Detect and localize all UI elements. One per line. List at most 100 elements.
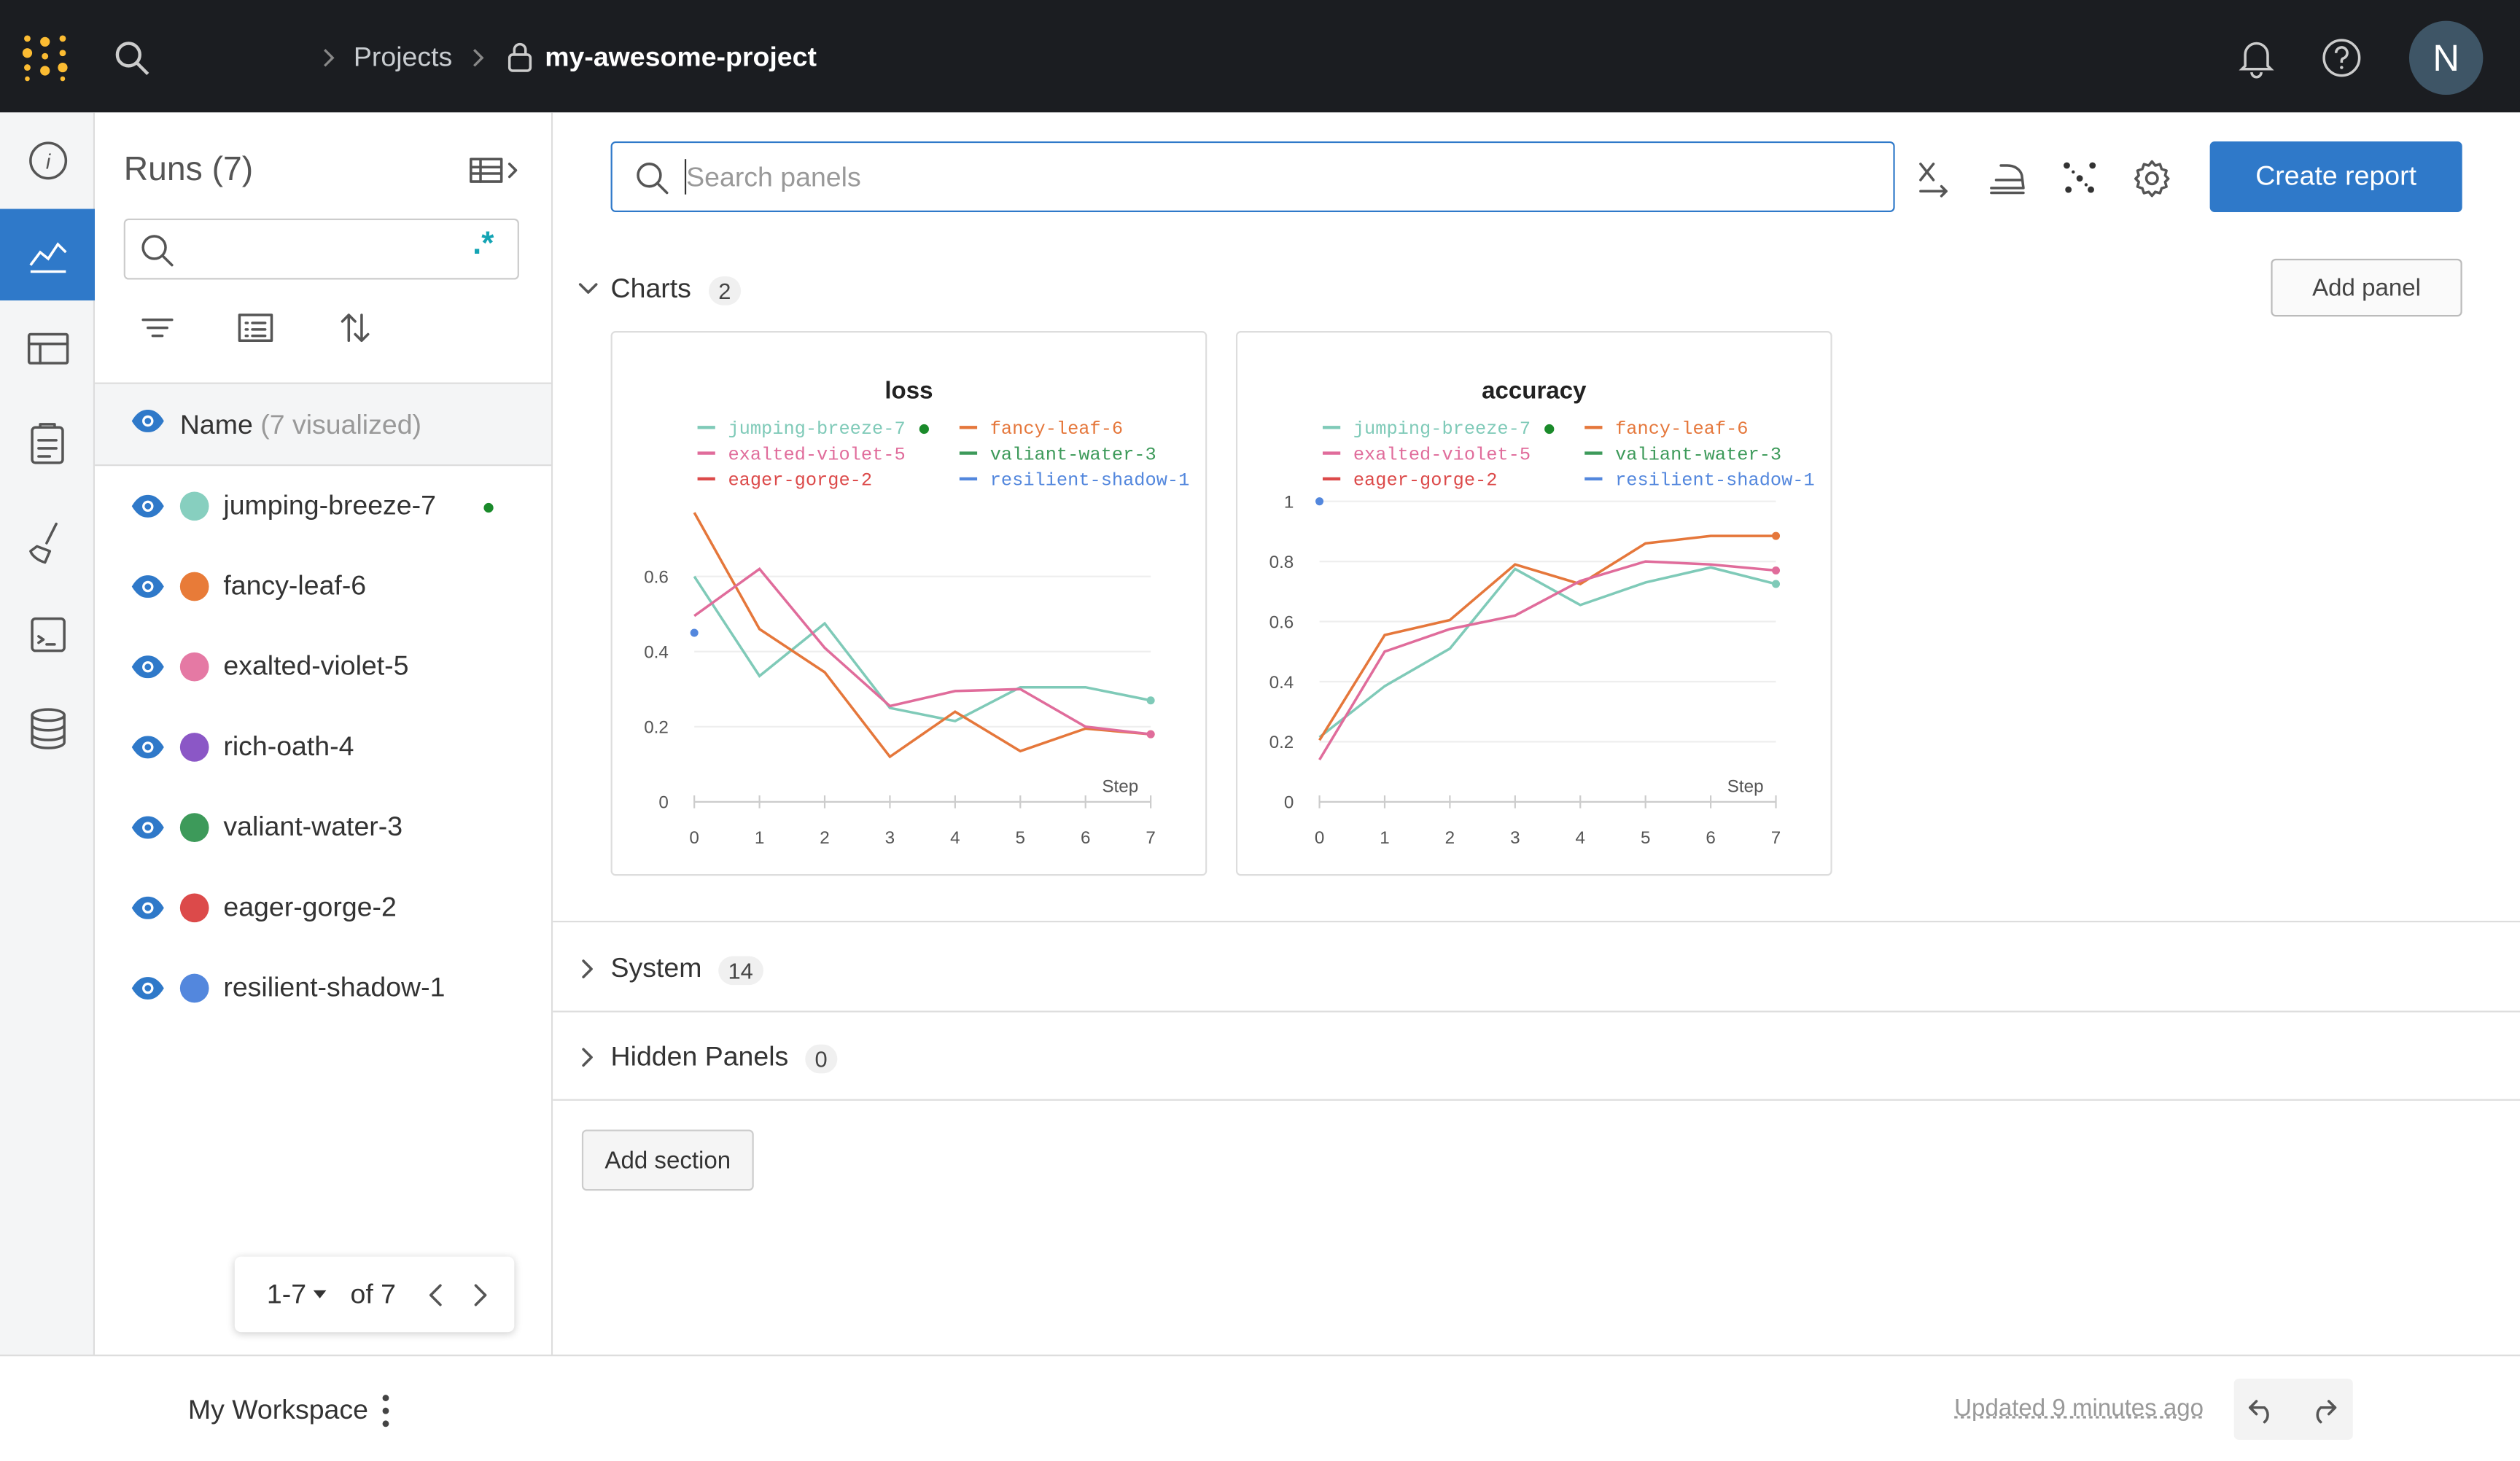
filter-icon[interactable] bbox=[139, 312, 177, 344]
jobs-icon[interactable] bbox=[27, 614, 69, 655]
point bbox=[690, 628, 699, 637]
run-row: eager-gorge-2 bbox=[95, 868, 551, 948]
legend-label: fancy-leaf-6 bbox=[1615, 418, 1748, 440]
regex-toggle[interactable]: .* bbox=[472, 226, 494, 262]
prev-page[interactable] bbox=[424, 1282, 447, 1308]
eye-icon[interactable] bbox=[131, 654, 166, 679]
running-indicator bbox=[1544, 424, 1555, 435]
settings-icon[interactable] bbox=[2133, 157, 2171, 199]
legend-label: exalted-violet-5 bbox=[728, 444, 905, 465]
overview-icon[interactable]: i bbox=[27, 140, 69, 182]
create-report-button[interactable]: Create report bbox=[2209, 141, 2462, 212]
smoothing-icon[interactable] bbox=[1986, 157, 2028, 199]
search-icon bbox=[141, 235, 174, 267]
legend-label: valiant-water-3 bbox=[990, 444, 1156, 465]
project-name[interactable]: my-awesome-project bbox=[545, 42, 817, 73]
end-point bbox=[1772, 566, 1781, 574]
section-title[interactable]: Hidden Panels bbox=[610, 1041, 789, 1072]
legend-label: resilient-shadow-1 bbox=[1615, 470, 1815, 491]
eye-icon[interactable] bbox=[131, 408, 166, 434]
page-range[interactable]: 1-7 bbox=[266, 1279, 307, 1310]
eye-icon[interactable] bbox=[131, 494, 166, 519]
logo[interactable] bbox=[19, 32, 74, 84]
dropdown-icon[interactable] bbox=[312, 1289, 328, 1302]
visualized-note: (7 visualized) bbox=[260, 410, 422, 440]
chart-title: loss bbox=[884, 378, 933, 405]
eye-icon[interactable] bbox=[131, 734, 166, 760]
x-tick-label: 0 bbox=[689, 828, 699, 848]
workspace-menu[interactable] bbox=[376, 1393, 395, 1428]
run-row: rich-oath-4 bbox=[95, 707, 551, 787]
legend-label: eager-gorge-2 bbox=[1353, 470, 1498, 491]
help-icon[interactable] bbox=[2321, 37, 2362, 79]
run-row: jumping-breeze-7 bbox=[95, 466, 551, 546]
nav-rail: i bbox=[0, 112, 96, 1355]
group-icon[interactable] bbox=[236, 312, 275, 344]
expand-icon[interactable] bbox=[578, 1046, 597, 1069]
chart-panel: accuracy 0 0.2 0.4 0.6 0.8 1 0 1 2 3 4 5 6 7 Step jumpin… bbox=[1235, 331, 1832, 876]
run-row: exalted-violet-5 bbox=[95, 627, 551, 707]
undo[interactable] bbox=[2247, 1395, 2279, 1424]
run-name[interactable]: valiant-water-3 bbox=[223, 811, 403, 842]
artifacts-icon[interactable] bbox=[27, 707, 69, 752]
add-panel-button[interactable]: Add panel bbox=[2271, 258, 2462, 317]
panel-search[interactable]: Search panels bbox=[610, 141, 1895, 212]
sort-icon[interactable] bbox=[336, 308, 375, 347]
x-tick-label: 1 bbox=[755, 828, 764, 848]
reports-icon[interactable] bbox=[27, 421, 69, 466]
run-name[interactable]: jumping-breeze-7 bbox=[223, 490, 436, 521]
run-name[interactable]: exalted-violet-5 bbox=[223, 650, 409, 682]
run-name[interactable]: eager-gorge-2 bbox=[223, 892, 397, 923]
name-label: Name (7 visualized) bbox=[180, 410, 421, 442]
breadcrumb-link[interactable]: Projects bbox=[353, 42, 453, 73]
avatar[interactable]: N bbox=[2408, 20, 2484, 96]
eye-icon[interactable] bbox=[131, 975, 166, 1001]
workspace-icon[interactable] bbox=[27, 233, 69, 275]
chart-panel: loss 0 0.2 0.4 0.6 0 1 2 3 4 5 6 7 Step jumping-breeze… bbox=[610, 331, 1208, 876]
run-name[interactable]: resilient-shadow-1 bbox=[223, 972, 446, 1003]
run-color bbox=[179, 813, 209, 842]
expand-table-icon[interactable] bbox=[467, 155, 522, 187]
search-icon bbox=[637, 163, 669, 195]
section-title[interactable]: Charts bbox=[610, 273, 691, 304]
next-page[interactable] bbox=[470, 1282, 492, 1308]
x-axis-label: Step bbox=[1102, 777, 1138, 797]
section-title[interactable]: System bbox=[610, 953, 702, 983]
updated-status: Updated 9 minutes ago bbox=[1954, 1395, 2204, 1422]
section-count: 14 bbox=[718, 956, 763, 986]
outliers-icon[interactable] bbox=[2061, 157, 2099, 199]
series-line bbox=[693, 567, 1151, 736]
redo[interactable] bbox=[2306, 1395, 2338, 1424]
x-tick-label: 5 bbox=[1016, 828, 1025, 848]
expand-icon[interactable] bbox=[578, 958, 597, 981]
eye-icon[interactable] bbox=[131, 574, 166, 599]
y-tick-label: 0.6 bbox=[644, 568, 669, 588]
sweeps-icon[interactable] bbox=[27, 521, 69, 566]
eye-pupil bbox=[144, 583, 152, 590]
workspace-name[interactable]: My Workspace bbox=[187, 1395, 368, 1426]
collapse-icon[interactable] bbox=[577, 280, 599, 299]
divider bbox=[553, 1099, 2520, 1101]
table-icon[interactable] bbox=[26, 328, 71, 370]
svg-text:i: i bbox=[46, 150, 51, 174]
runs-search[interactable]: .* bbox=[123, 218, 519, 280]
notifications-icon[interactable] bbox=[2236, 37, 2277, 79]
x-tick-label: 7 bbox=[1771, 828, 1781, 848]
y-tick-label: 0 bbox=[658, 793, 668, 813]
run-name[interactable]: fancy-leaf-6 bbox=[223, 570, 367, 601]
eye-pupil bbox=[144, 502, 152, 510]
active-nav[interactable] bbox=[0, 209, 96, 301]
eye-icon[interactable] bbox=[131, 814, 166, 840]
add-section-button[interactable]: Add section bbox=[581, 1129, 754, 1191]
x-axis-icon[interactable] bbox=[1914, 157, 1953, 199]
search-icon[interactable] bbox=[112, 39, 151, 77]
x-tick-label: 4 bbox=[1576, 828, 1585, 848]
section-count: 2 bbox=[709, 276, 741, 305]
x-tick-label: 2 bbox=[1445, 828, 1455, 848]
run-row: fancy-leaf-6 bbox=[95, 546, 551, 626]
running-indicator bbox=[919, 424, 929, 435]
run-name[interactable]: rich-oath-4 bbox=[223, 730, 354, 762]
caret bbox=[684, 159, 687, 195]
eye-icon[interactable] bbox=[131, 895, 166, 921]
